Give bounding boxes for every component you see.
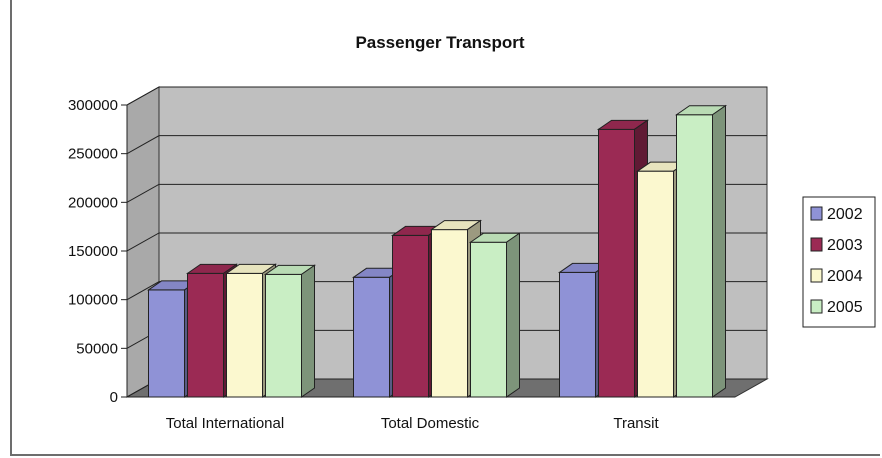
- bar-side: [712, 104, 726, 398]
- bar-front: [226, 272, 263, 398]
- bar-side: [301, 264, 315, 398]
- x-category-label: Total Domestic: [381, 415, 480, 432]
- bar-front: [559, 271, 596, 398]
- bar-front: [265, 273, 302, 398]
- bar-front: [598, 128, 635, 398]
- y-tick-label: 200000: [68, 194, 118, 211]
- bar-front: [148, 289, 185, 398]
- y-tick-label: 150000: [68, 243, 118, 260]
- legend-swatch: [810, 206, 823, 221]
- x-axis-labels: Total International Total Domestic Transit: [166, 415, 660, 432]
- y-tick-label: 0: [110, 389, 118, 406]
- bar-front: [470, 241, 507, 398]
- y-tick-label: 300000: [68, 97, 118, 114]
- legend-label: 2003: [827, 237, 863, 254]
- legend-label: 2005: [827, 299, 863, 316]
- bar-side: [506, 232, 520, 398]
- bar-2005: [674, 104, 728, 398]
- bar-front: [676, 114, 713, 398]
- legend-swatch: [810, 299, 823, 314]
- x-category-label: Total International: [166, 415, 284, 432]
- y-tick-label: 100000: [68, 292, 118, 309]
- legend-swatch: [810, 268, 823, 283]
- legend-swatch: [810, 237, 823, 252]
- gridline: [126, 86, 767, 106]
- bar-2005: [263, 264, 317, 398]
- legend-label: 2002: [827, 206, 863, 223]
- bar-2005: [468, 232, 522, 398]
- bar-front: [637, 170, 674, 398]
- gridline: [126, 232, 767, 252]
- bar-front: [187, 272, 224, 398]
- chart-title: Passenger Transport: [355, 33, 524, 52]
- legend: 2002 2003 2004 2005: [802, 196, 876, 328]
- bar-front: [392, 234, 429, 398]
- bars-group: [146, 104, 728, 398]
- bar-front: [431, 229, 468, 398]
- y-tick-label: 250000: [68, 146, 118, 163]
- gridline: [126, 183, 767, 203]
- y-tick-label: 50000: [76, 340, 118, 357]
- legend-label: 2004: [827, 268, 863, 285]
- bar-front: [353, 276, 390, 398]
- x-category-label: Transit: [613, 415, 659, 432]
- gridline: [126, 135, 767, 155]
